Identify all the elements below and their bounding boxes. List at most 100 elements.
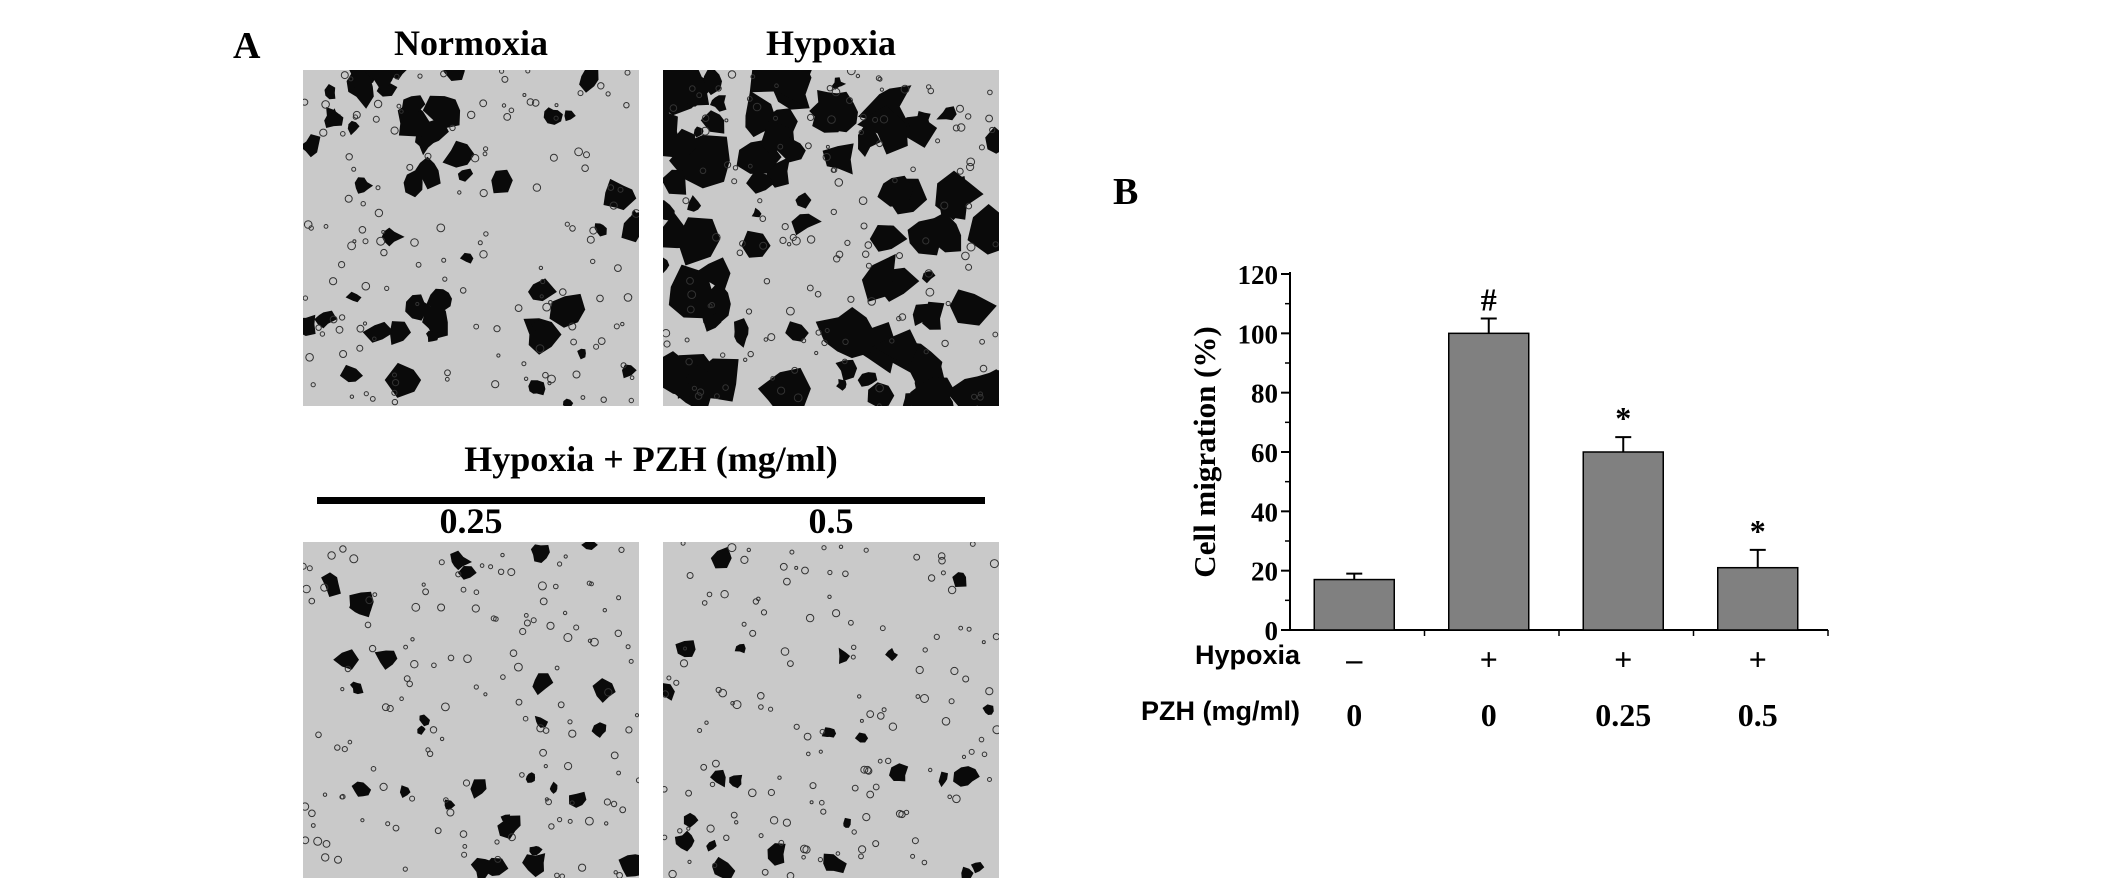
- membrane-pore: [536, 724, 545, 733]
- migrated-cell: [982, 704, 994, 715]
- membrane-pore: [339, 545, 347, 553]
- migrated-cell: [415, 156, 441, 190]
- migrated-cell: [324, 84, 336, 100]
- migrated-cell: [703, 311, 722, 332]
- migrated-cell: [531, 320, 546, 333]
- membrane-pore: [700, 763, 708, 771]
- bar-chart: 0 20 40 60 80 100 120 Cell migration (%) # * * Hypo…: [1141, 260, 1829, 733]
- membrane-pore: [322, 840, 331, 848]
- membrane-pore: [586, 580, 592, 586]
- membrane-pore: [922, 647, 928, 653]
- membrane-pore: [345, 153, 353, 161]
- migrated-cell: [543, 107, 563, 125]
- membrane-pore: [585, 816, 594, 826]
- membrane-pore: [385, 821, 391, 827]
- membrane-pore: [358, 226, 367, 234]
- membrane-pore: [981, 751, 988, 758]
- membrane-pore: [826, 85, 834, 92]
- membrane-pore: [966, 162, 975, 172]
- membrane-pore: [577, 90, 584, 97]
- membrane-pore: [820, 808, 827, 815]
- membrane-pore: [877, 712, 885, 720]
- membrane-pore: [830, 208, 838, 216]
- membrane-pore: [673, 679, 680, 686]
- membrane-pore: [842, 570, 849, 578]
- micrograph-normoxia: [303, 70, 639, 406]
- membrane-pore: [391, 389, 398, 396]
- membrane-pore: [741, 621, 747, 627]
- membrane-pore: [992, 331, 999, 338]
- panel-b-letter: B: [1113, 171, 1139, 213]
- membrane-pore: [777, 386, 786, 395]
- membrane-pore: [876, 140, 884, 148]
- membrane-pore: [987, 89, 993, 96]
- membrane-pore: [483, 231, 489, 237]
- membrane-pore: [819, 728, 826, 735]
- membrane-pore: [441, 257, 447, 263]
- membrane-pore: [483, 692, 488, 697]
- membrane-pore: [875, 383, 884, 393]
- migrated-cell: [822, 91, 858, 133]
- membrane-pore: [846, 70, 856, 76]
- membrane-pore: [381, 230, 386, 234]
- migrated-cell: [674, 830, 695, 852]
- membrane-pore: [436, 223, 446, 233]
- membrane-pore: [965, 263, 973, 271]
- migrated-cell: [470, 857, 493, 878]
- membrane-pore: [587, 638, 593, 644]
- membrane-pore: [557, 561, 563, 567]
- migrated-cell: [751, 207, 762, 218]
- membrane-pore: [746, 96, 753, 102]
- caption-hypoxia: Hypoxia: [765, 23, 897, 63]
- migrated-cell: [444, 799, 456, 810]
- migrated-cell: [603, 178, 637, 211]
- membrane-pore: [734, 820, 739, 825]
- migrated-cell: [525, 772, 536, 783]
- migrated-cell: [843, 817, 851, 828]
- membrane-pore: [321, 100, 330, 109]
- membrane-pore: [473, 323, 480, 330]
- migrated-cell: [579, 70, 599, 93]
- membrane-pore: [706, 591, 713, 598]
- membrane-pore: [365, 596, 374, 605]
- migrated-cell: [749, 70, 812, 105]
- membrane-pore: [965, 113, 972, 120]
- membrane-pore: [583, 151, 590, 159]
- membrane-pore: [488, 564, 494, 570]
- membrane-pore: [715, 85, 722, 92]
- membrane-pore: [779, 562, 788, 571]
- significance-mark: #: [1481, 282, 1497, 318]
- membrane-pore: [684, 337, 690, 343]
- membrane-pore: [392, 379, 400, 387]
- membrane-pore: [321, 853, 330, 862]
- membrane-pore: [752, 598, 760, 605]
- migrated-cell: [399, 785, 411, 798]
- membrane-pore: [391, 398, 399, 406]
- migrated-cell: [703, 70, 722, 96]
- membrane-pore: [500, 674, 506, 680]
- condition-value: +: [1480, 641, 1498, 677]
- migrated-cell: [362, 321, 395, 343]
- migrated-cell: [706, 839, 717, 852]
- membrane-pore: [439, 736, 445, 742]
- membrane-pore: [956, 104, 964, 113]
- membrane-pore: [806, 284, 814, 292]
- membrane-pore: [866, 790, 875, 799]
- membrane-pore: [334, 744, 341, 751]
- migrated-cell: [867, 382, 895, 406]
- migrated-cell: [712, 856, 736, 878]
- migrated-cell: [952, 572, 967, 587]
- migrated-cell: [663, 683, 675, 701]
- migrated-cell: [668, 264, 714, 319]
- membrane-pore: [356, 324, 365, 333]
- membrane-pore: [822, 153, 831, 162]
- membrane-pore: [349, 394, 355, 399]
- migrated-cell: [687, 195, 702, 212]
- membrane-pore: [821, 545, 827, 551]
- membrane-pore: [872, 783, 880, 791]
- migrated-cell: [374, 650, 398, 670]
- migrated-cell: [831, 77, 847, 90]
- membrane-pore: [817, 857, 823, 863]
- migrated-cell: [457, 566, 477, 580]
- migrated-cell: [523, 318, 562, 355]
